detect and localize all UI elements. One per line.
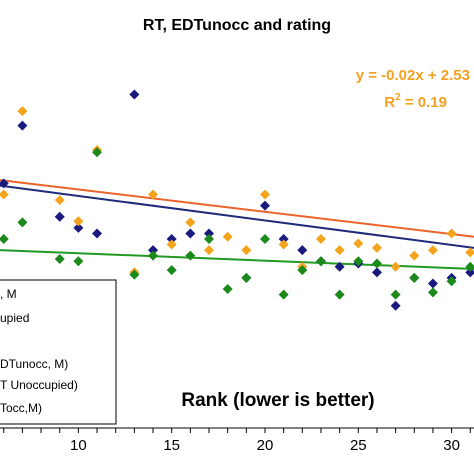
data-point-green	[390, 289, 401, 300]
x-axis-title: Rank (lower is better)	[181, 390, 374, 411]
data-point-green	[17, 217, 28, 228]
data-point-orange	[334, 245, 345, 256]
data-point-orange	[278, 239, 289, 250]
data-points	[0, 89, 474, 311]
data-point-green	[297, 265, 308, 276]
data-point-navy	[204, 228, 215, 239]
data-point-navy	[371, 267, 382, 278]
data-point-green	[0, 234, 9, 244]
data-point-orange	[0, 189, 9, 200]
data-point-orange	[54, 195, 65, 206]
r-squared-symbol: R	[384, 94, 395, 111]
data-point-green	[278, 289, 289, 300]
legend-entry-4: DTunocc, M)	[0, 357, 68, 371]
data-point-green	[409, 272, 420, 283]
data-point-navy	[166, 234, 177, 244]
data-point-orange	[259, 189, 270, 200]
series-orange	[0, 106, 474, 278]
regression-equation: y = -0.02x + 2.53	[356, 67, 470, 84]
data-point-navy	[17, 120, 28, 131]
data-point-orange	[371, 242, 382, 253]
data-point-green	[446, 276, 457, 287]
data-point-green	[371, 258, 382, 269]
data-point-navy	[427, 278, 438, 289]
x-tick-label: 25	[350, 437, 367, 454]
legend-entry-1: , M	[0, 287, 17, 301]
data-point-green	[222, 284, 233, 295]
legend: , M upied DTunocc, M) T Unoccupied) Tocc…	[0, 279, 117, 425]
trendline-navy_trend	[0, 184, 474, 249]
data-point-navy	[259, 200, 270, 211]
data-point-navy	[390, 300, 401, 311]
data-point-green	[241, 272, 252, 283]
r-squared-value: = 0.19	[401, 94, 447, 111]
data-point-green	[465, 261, 474, 272]
data-point-navy	[0, 178, 9, 189]
data-point-navy	[334, 261, 345, 272]
data-point-navy	[73, 222, 84, 233]
series-green	[0, 147, 474, 300]
trendline-orange_trend	[0, 179, 474, 238]
data-point-green	[185, 250, 196, 261]
data-point-orange	[204, 245, 215, 256]
x-tick-label: 30	[443, 437, 460, 454]
data-point-orange	[148, 189, 159, 200]
data-point-orange	[446, 228, 457, 239]
data-point-orange	[465, 247, 474, 258]
data-point-green	[148, 250, 159, 261]
data-point-orange	[185, 217, 196, 228]
data-point-navy	[54, 211, 65, 222]
data-point-orange	[409, 250, 420, 261]
data-point-green	[334, 289, 345, 300]
data-point-green	[92, 147, 103, 158]
legend-box	[0, 279, 117, 425]
r-squared-superscript: 2	[395, 92, 401, 103]
data-point-orange	[241, 245, 252, 256]
data-point-navy	[148, 245, 159, 256]
legend-entry-5: T Unoccupied)	[0, 378, 78, 392]
data-point-navy	[297, 245, 308, 256]
data-point-green	[353, 256, 364, 267]
r-squared-label: R2 = 0.19	[384, 92, 447, 111]
data-point-green	[129, 269, 140, 280]
data-point-green	[204, 234, 215, 244]
x-tick-label: 20	[257, 437, 274, 454]
series-navy	[0, 89, 474, 311]
data-point-green	[427, 287, 438, 298]
data-point-orange	[166, 239, 177, 250]
data-point-navy	[185, 228, 196, 239]
data-point-green	[54, 254, 65, 265]
data-point-orange	[427, 245, 438, 256]
data-point-green	[166, 265, 177, 276]
data-point-orange	[315, 234, 326, 244]
regression-annotation: y = -0.02x + 2.53 R2 = 0.19	[356, 67, 470, 111]
data-point-navy	[278, 234, 289, 244]
data-point-orange	[390, 261, 401, 272]
data-point-orange	[17, 106, 28, 117]
data-point-navy	[129, 89, 140, 100]
x-tick-label: 15	[163, 437, 180, 454]
data-point-orange	[73, 216, 84, 227]
data-point-green	[259, 234, 270, 244]
legend-entry-2: upied	[0, 311, 29, 325]
data-point-navy	[92, 228, 103, 239]
x-tick-label: 10	[70, 437, 87, 454]
data-point-green	[73, 256, 84, 267]
data-point-orange	[222, 231, 233, 242]
data-point-green	[315, 256, 326, 267]
x-axis-ticks: 10 15 20 25 30	[3, 428, 471, 454]
data-point-orange	[353, 238, 364, 249]
legend-entry-6: Tocc,M)	[0, 401, 42, 415]
chart-title: RT, EDTunocc and rating	[143, 17, 331, 34]
